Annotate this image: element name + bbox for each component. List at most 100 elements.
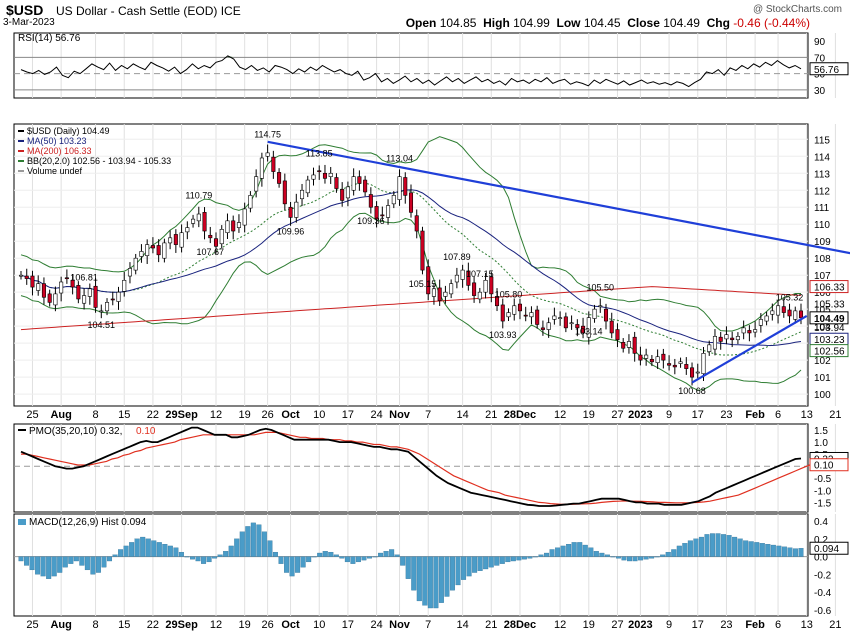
- macd-hist-bar: [84, 556, 90, 571]
- open-value: 104.85: [439, 16, 477, 30]
- macd-hist-bar: [687, 540, 693, 557]
- candle-body: [483, 279, 488, 293]
- candle-body: [598, 305, 603, 308]
- macd-hist-bar: [726, 535, 732, 557]
- x-axis-label-bottom: 21: [829, 619, 841, 631]
- x-axis-label: 10: [313, 409, 325, 421]
- macd-hist-bar: [261, 531, 267, 557]
- macd-hist-bar: [544, 552, 550, 557]
- macd-hist-bar: [488, 556, 494, 568]
- macd-hist-bar: [145, 538, 151, 557]
- candle-body: [747, 330, 752, 334]
- macd-hist-bar: [295, 556, 301, 573]
- macd-hist-bar: [483, 556, 489, 570]
- x-axis-label: 22: [147, 409, 159, 421]
- low-label: Low: [556, 16, 581, 30]
- macd-hist-bar: [73, 556, 79, 562]
- price-annotation: 107.15: [466, 269, 494, 279]
- macd-hist-bar: [759, 543, 765, 557]
- candle-body: [150, 245, 155, 249]
- macd-hist-bar: [151, 540, 157, 557]
- candle-body: [626, 341, 631, 348]
- price-annotation: 103.14: [575, 327, 603, 337]
- macd-hist-bar: [355, 556, 361, 563]
- candle-body: [569, 322, 574, 325]
- rsi-panel-frame: [13, 32, 809, 99]
- candle-body: [105, 302, 110, 312]
- candle-body: [454, 274, 459, 283]
- macd-hist-bar: [234, 538, 240, 557]
- candle-body: [546, 322, 551, 330]
- candle-body: [185, 227, 190, 233]
- macd-hist-bar: [654, 556, 660, 558]
- legend-entry: MA(200) 106.33: [27, 146, 92, 156]
- macd-hist-bar: [427, 556, 433, 609]
- macd-hist-bar: [300, 556, 306, 568]
- macd-tick-label: -0.2: [814, 570, 832, 581]
- macd-tick-label: 0.4: [814, 517, 828, 528]
- candle-body: [173, 234, 178, 245]
- candle-body: [225, 220, 230, 234]
- candle-body: [24, 275, 29, 279]
- macd-hist-bar: [57, 556, 63, 573]
- candle-body: [254, 176, 259, 192]
- last-bb-lower-label: 102.56: [814, 347, 845, 358]
- price-tick-label: 108: [814, 254, 831, 265]
- candle-body: [397, 176, 402, 200]
- candle-body: [64, 277, 69, 280]
- x-axis-label: 19: [583, 409, 595, 421]
- candle-body: [391, 195, 396, 205]
- price-annotation: 113.04: [386, 153, 413, 163]
- macd-hist-bar: [472, 556, 478, 573]
- x-axis-label-bottom: 17: [692, 619, 704, 631]
- macd-hist-bar: [383, 551, 389, 557]
- macd-hist-bar: [599, 552, 605, 557]
- macd-hist-bar: [604, 554, 610, 557]
- macd-hist-bar: [660, 554, 666, 557]
- candle-body: [179, 232, 184, 248]
- candle-body: [110, 298, 115, 301]
- candle-body: [552, 315, 557, 320]
- rsi-line: [20, 55, 802, 88]
- macd-hist-bar: [201, 556, 207, 564]
- candle-body: [99, 310, 104, 313]
- candle-body: [690, 367, 695, 378]
- x-axis-label-bottom: Aug: [50, 619, 71, 631]
- candle-body: [277, 172, 282, 184]
- candle-body: [133, 257, 138, 271]
- macd-hist-bar: [18, 556, 24, 562]
- x-axis-label: Feb: [745, 409, 765, 421]
- price-annotation: 103.93: [489, 330, 517, 340]
- macd-hist-bar: [223, 551, 229, 557]
- candle-body: [730, 337, 735, 341]
- legend-entry: Volume undef: [27, 166, 83, 176]
- x-axis-label-bottom: 8: [92, 619, 98, 631]
- macd-hist-bar: [256, 524, 262, 557]
- candle-body: [162, 242, 167, 259]
- candle-body: [758, 319, 763, 326]
- x-axis-label-bottom: 21: [485, 619, 497, 631]
- candle-body: [340, 189, 345, 201]
- chart-date: 3-Mar-2023: [3, 17, 55, 28]
- candle-body: [684, 364, 689, 369]
- candle-body: [59, 281, 64, 294]
- candle-body: [311, 174, 316, 180]
- candle-body: [219, 229, 224, 245]
- candle-body: [53, 293, 58, 306]
- macd-hist-bar: [367, 556, 373, 559]
- price-annotation: 110.79: [185, 191, 212, 201]
- macd-hist-bar: [549, 549, 555, 557]
- x-axis-label: Nov: [389, 409, 411, 421]
- candle-body: [47, 293, 52, 303]
- macd-hist-bar: [289, 556, 295, 577]
- candle-body: [76, 285, 81, 300]
- macd-hist-bar: [455, 556, 461, 586]
- x-axis-label-bottom: 19: [583, 619, 595, 631]
- x-axis-label: Oct: [281, 409, 300, 421]
- macd-hist-bar: [140, 536, 146, 557]
- macd-hist-bar: [776, 545, 782, 557]
- macd-hist-bar: [212, 556, 218, 559]
- candle-body: [701, 353, 706, 375]
- macd-hist-bar: [638, 556, 644, 561]
- macd-hist-bar: [588, 547, 594, 557]
